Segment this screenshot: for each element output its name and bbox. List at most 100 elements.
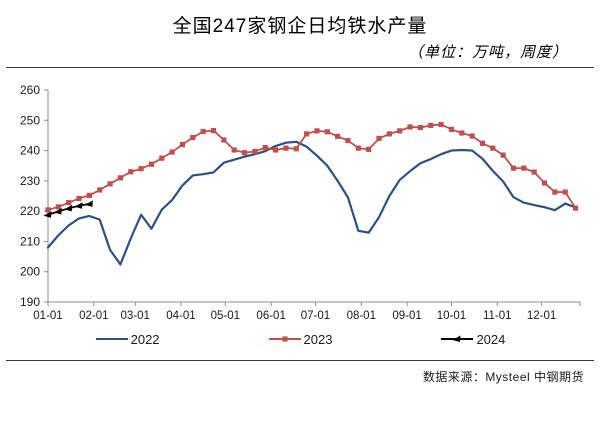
y-tick-label: 190 bbox=[20, 295, 40, 309]
series-marker-square bbox=[97, 187, 103, 193]
series-line-2022 bbox=[46, 140, 577, 266]
legend-swatch-2023 bbox=[268, 336, 301, 342]
series-marker-square bbox=[221, 137, 227, 143]
series-marker-square bbox=[448, 126, 455, 132]
legend-label-2023: 2023 bbox=[303, 331, 333, 347]
y-tick-label: 240 bbox=[20, 144, 40, 158]
series-marker-square bbox=[304, 131, 310, 137]
legend-label-2024: 2024 bbox=[476, 331, 506, 347]
header-divider bbox=[6, 67, 594, 68]
series-marker-square bbox=[335, 133, 341, 139]
series-marker-square bbox=[479, 140, 486, 146]
series-marker-square bbox=[510, 165, 517, 171]
x-tick-label: 02-01 bbox=[79, 310, 108, 322]
series-marker-square bbox=[355, 145, 361, 151]
series-marker-square bbox=[148, 161, 155, 167]
series-marker-square bbox=[169, 149, 175, 155]
x-tick-label: 11-01 bbox=[483, 310, 512, 322]
series-marker-triangle bbox=[74, 202, 83, 209]
series-marker-square bbox=[572, 205, 579, 211]
series-marker-square bbox=[345, 137, 351, 144]
series-marker-triangle bbox=[64, 204, 73, 212]
series-marker-square bbox=[459, 130, 465, 136]
series-marker-square bbox=[117, 175, 124, 181]
y-tick-label: 220 bbox=[20, 204, 40, 218]
chart-title: 全国247家钢企日均铁水产量 bbox=[172, 16, 428, 37]
series-marker-square bbox=[469, 133, 475, 139]
series-marker-square bbox=[138, 166, 144, 172]
series-marker-square bbox=[159, 155, 165, 161]
series-marker-square bbox=[438, 121, 444, 128]
y-tick-label: 230 bbox=[20, 174, 40, 188]
chart-page: 全国247家钢企日均铁水产量 （单位：万吨，周度） 190 200 210 220 23… bbox=[0, 11, 600, 424]
series-marker-square bbox=[45, 207, 51, 213]
series-2024 bbox=[43, 200, 93, 218]
series-marker-square bbox=[490, 145, 496, 151]
series-marker-square bbox=[66, 200, 72, 206]
series-marker-triangle bbox=[84, 200, 93, 207]
x-tick-label: 07-01 bbox=[301, 310, 330, 322]
series-marker-square bbox=[376, 135, 382, 142]
series-marker-square bbox=[552, 189, 558, 195]
legend-item-2022: 2022 bbox=[95, 332, 160, 347]
x-tick-label: 01-01 bbox=[33, 310, 62, 322]
series-marker-square bbox=[562, 189, 568, 195]
series-marker-square bbox=[210, 127, 217, 134]
series-marker-square bbox=[366, 146, 372, 152]
series-2022 bbox=[46, 140, 577, 266]
legend-label-2022: 2022 bbox=[130, 331, 160, 347]
chart-legend: 2022 2023 2024 bbox=[0, 326, 600, 352]
x-tick-label: 06-01 bbox=[256, 310, 285, 322]
series-marker-square bbox=[128, 169, 134, 175]
series-marker-square bbox=[190, 134, 196, 141]
series-marker-square bbox=[262, 144, 268, 151]
y-tick-label: 250 bbox=[20, 113, 40, 127]
series-marker-square bbox=[281, 336, 288, 342]
x-tick-label: 05-01 bbox=[211, 310, 240, 322]
series-marker-square bbox=[76, 195, 82, 202]
series-marker-square bbox=[407, 124, 413, 130]
series-line-2023 bbox=[47, 123, 577, 211]
data-source-note: 数据来源：Mysteel 中钢期货 bbox=[422, 370, 584, 384]
series-marker-square bbox=[521, 165, 527, 171]
line-chart: 190 200 210 220 230 240 250 260 01-01 02-01 03-01 0… bbox=[20, 83, 581, 322]
series-2023 bbox=[45, 121, 579, 213]
legend-swatch-2024 bbox=[441, 335, 474, 342]
series-marker-square bbox=[397, 128, 403, 134]
series-marker-triangle bbox=[452, 335, 461, 342]
series-marker-square bbox=[293, 146, 299, 152]
series-marker-square bbox=[241, 150, 248, 156]
x-tick-label: 08-01 bbox=[347, 310, 376, 322]
series-marker-square bbox=[428, 122, 434, 129]
chart-unit-note: （单位：万吨，周度） bbox=[407, 43, 568, 61]
series-marker-square bbox=[231, 147, 237, 153]
series-marker-square bbox=[272, 147, 279, 153]
series-marker-square bbox=[55, 204, 61, 210]
legend-swatch-2022 bbox=[95, 338, 128, 340]
x-tick-label: 10-01 bbox=[437, 310, 466, 322]
x-tick-label: 03-01 bbox=[120, 310, 149, 322]
x-tick-label: 04-01 bbox=[166, 310, 195, 322]
y-tick-label: 260 bbox=[20, 83, 40, 97]
series-marker-square bbox=[500, 152, 506, 158]
series-marker-square bbox=[417, 124, 423, 131]
legend-item-2023: 2023 bbox=[268, 331, 333, 347]
series-marker-triangle bbox=[53, 207, 62, 215]
series-marker-square bbox=[179, 141, 186, 148]
series-marker-square bbox=[283, 145, 289, 151]
series-marker-square bbox=[324, 129, 330, 135]
series-marker-square bbox=[86, 192, 92, 198]
y-tick-label: 200 bbox=[20, 265, 40, 279]
footer-divider: 数据来源：Mysteel 中钢期货 bbox=[6, 360, 594, 385]
y-tick-label: 210 bbox=[20, 234, 40, 248]
series-marker-square bbox=[531, 169, 537, 175]
legend-item-2024: 2024 bbox=[440, 332, 505, 347]
series-marker-square bbox=[200, 128, 206, 135]
series-marker-square bbox=[541, 180, 548, 186]
series-marker-square bbox=[252, 148, 258, 155]
x-tick-label: 12-01 bbox=[527, 310, 556, 322]
series-marker-square bbox=[107, 181, 113, 187]
series-marker-square bbox=[314, 128, 320, 134]
x-tick-label: 09-01 bbox=[392, 310, 421, 322]
series-marker-square bbox=[386, 131, 392, 137]
